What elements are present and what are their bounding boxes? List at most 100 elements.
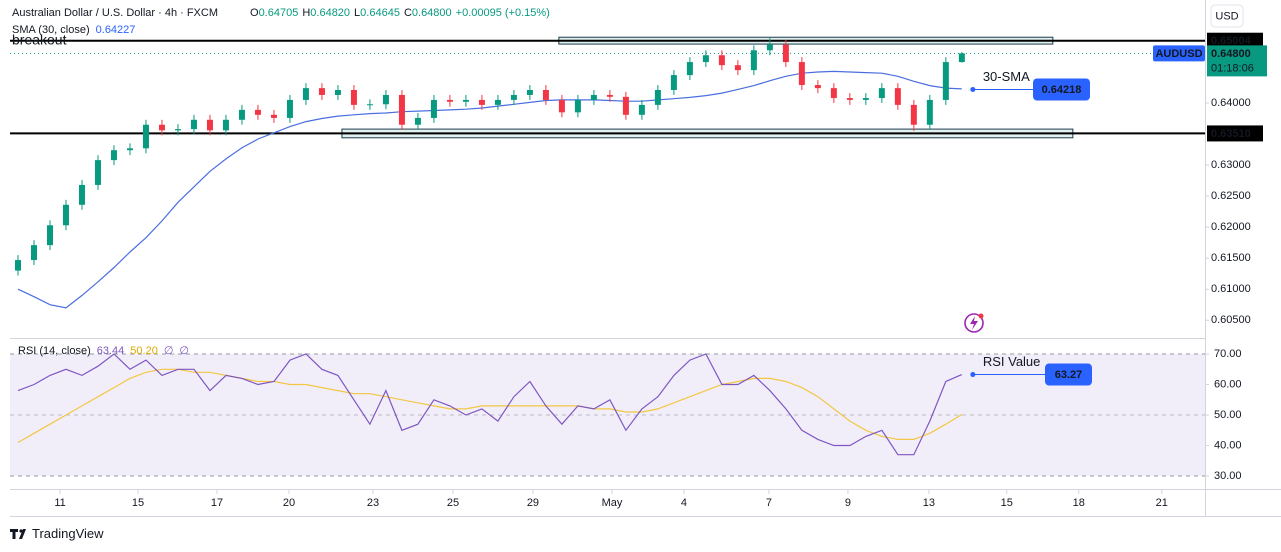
candle-body [878, 88, 885, 99]
candle-body [78, 184, 85, 205]
level-label: 0.63510 [1211, 128, 1251, 140]
rsi-header-value: ∅ [164, 345, 174, 357]
y-tick-label: 0.64000 [1211, 97, 1251, 109]
rsi-y-tick-label: 30.00 [1214, 470, 1242, 482]
ohlc-value: 0.64820 [310, 7, 350, 19]
candle-body [430, 99, 437, 118]
candle-body [222, 119, 229, 131]
symbol-box [1153, 45, 1205, 62]
candle-body [334, 89, 341, 95]
last-price-label: 0.64800 [1211, 48, 1251, 60]
countdown: 01:18:06 [1211, 62, 1254, 74]
candle-body [254, 109, 261, 115]
x-tick-label: 4 [681, 497, 687, 509]
candle-body [654, 89, 661, 105]
x-tick-label: May [602, 497, 623, 509]
x-tick-label: 17 [211, 497, 223, 509]
candle-body [286, 99, 293, 118]
symbol-title: Australian Dollar / U.S. Dollar · 4h · F… [12, 7, 218, 19]
x-tick-label: 11 [54, 497, 65, 509]
level-label: 0.65004 [1211, 35, 1252, 47]
candle-body [846, 98, 853, 100]
ohlc-key: L [354, 7, 360, 19]
symbol-label: AUDUSD [1155, 48, 1202, 60]
y-tick-label: 0.60500 [1211, 314, 1251, 326]
candle-body [14, 260, 21, 271]
candle-body [174, 129, 181, 131]
currency-button[interactable] [1210, 4, 1244, 28]
candle-body [830, 88, 837, 99]
sma-name: SMA (30, close) [12, 24, 90, 36]
sma-pointer-dot [970, 86, 976, 92]
y-tick-label: 0.63000 [1211, 159, 1251, 171]
candle-body [622, 96, 629, 115]
y-tick-label: 0.62500 [1211, 190, 1251, 202]
candle-body [142, 124, 149, 149]
x-tick-label: 9 [845, 497, 851, 509]
currency: USD [1215, 10, 1238, 22]
candle-body [366, 104, 373, 106]
candle-body [398, 94, 405, 125]
candle-body [46, 225, 53, 246]
rsi-y-tick-label: 50.00 [1214, 409, 1242, 421]
change: +0.00095 (+0.15%) [456, 7, 550, 19]
rsi-name: RSI (14, close) [18, 345, 91, 357]
candle-body [446, 99, 453, 102]
y-tick-label: 0.61500 [1211, 252, 1251, 264]
ohlc-key: O [250, 7, 259, 19]
candle-body [190, 119, 197, 130]
x-tick-label: 18 [1073, 497, 1085, 509]
candle-body [206, 119, 213, 131]
candle-body [798, 62, 805, 86]
x-tick-label: 25 [447, 497, 459, 509]
candle-body [238, 109, 245, 120]
rsi-header-value: 50.20 [130, 345, 158, 357]
candle-body [558, 99, 565, 113]
candle-body [670, 75, 677, 90]
rsi-header-value: 63.44 [97, 345, 125, 357]
rsi-y-tick-label: 60.00 [1214, 378, 1242, 390]
alert-icon[interactable] [964, 313, 984, 333]
ohlc-key: C [404, 7, 412, 19]
candle-body [942, 62, 949, 100]
x-tick-label: 7 [766, 497, 772, 509]
candle-body [702, 55, 709, 63]
candle-body [894, 88, 901, 105]
x-tick-label: 21 [1156, 497, 1168, 509]
candle-body [958, 53, 965, 63]
breakout-annotation: breakout [12, 32, 67, 48]
candle-body [574, 99, 581, 113]
candle-body [526, 89, 533, 95]
rsi-label-box [1045, 363, 1092, 386]
sma-label: 0.64218 [1042, 84, 1082, 96]
candle-body [158, 124, 165, 131]
rsi-legend: RSI (14, close) 63.44 50.20 ∅ ∅ [18, 345, 189, 357]
candle-body [734, 65, 741, 71]
x-tick-label: 15 [132, 497, 144, 509]
rsi-annotation: RSI Value [983, 354, 1041, 369]
candle-body [382, 94, 389, 105]
candle-body [414, 117, 421, 125]
rsi-ma-line [17, 368, 963, 444]
candle-body [926, 99, 933, 125]
level-label-box [1207, 125, 1263, 142]
candle-body [494, 99, 501, 105]
sma-legend: SMA (30, close) 0.64227 [12, 24, 135, 36]
candle-body [94, 160, 101, 185]
candle-body [718, 55, 725, 66]
rsi-y-tick-label: 40.00 [1214, 439, 1242, 451]
candle-body [910, 104, 917, 125]
candle-body [30, 245, 37, 261]
header: Australian Dollar / U.S. Dollar · 4h · F… [12, 7, 218, 19]
candle-body [110, 150, 117, 161]
candle-body [750, 50, 757, 71]
rsi-pointer-dot [970, 372, 976, 378]
ohlc-key: H [302, 7, 310, 19]
candle-body [590, 94, 597, 100]
sma-value: 0.64227 [96, 24, 136, 36]
x-tick-label: 23 [367, 497, 379, 509]
candle-body [542, 89, 549, 100]
candle-body [606, 94, 613, 97]
ohlc-value: 0.64800 [412, 7, 452, 19]
level-label-box [1207, 32, 1263, 49]
